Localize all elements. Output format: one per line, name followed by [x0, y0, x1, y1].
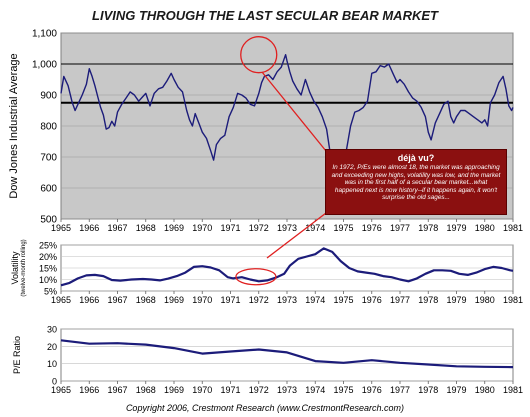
pe-series-line: [60, 339, 514, 369]
dow-x-tick-label: 1976: [362, 223, 382, 233]
dow-x-tick-label: 1981: [503, 223, 523, 233]
dow-x-tick-label: 1965: [51, 223, 71, 233]
volatility-x-tick-label: 1975: [333, 295, 353, 305]
pe-x-tick-label: 1970: [192, 385, 212, 395]
dow-y-tick-label: 1,000: [32, 60, 57, 71]
dow-y-tick-label: 800: [40, 122, 57, 133]
dow-x-tick-label: 1968: [136, 223, 156, 233]
dow-x-tick-label: 1980: [475, 223, 495, 233]
volatility-y-tick-label: 10%: [39, 275, 57, 285]
volatility-x-tick-label: 1978: [418, 295, 438, 305]
dow-x-tick-label: 1977: [390, 223, 410, 233]
dow-y-tick-label: 900: [40, 91, 57, 102]
volatility-y-tick-label: 15%: [39, 264, 57, 274]
volatility-highlight-circle: [235, 268, 277, 286]
dow-x-tick-label: 1978: [418, 223, 438, 233]
pe-x-tick-label: 1965: [51, 385, 71, 395]
volatility-x-tick-label: 1968: [136, 295, 156, 305]
volatility-x-tick-label: 1972: [249, 295, 269, 305]
volatility-x-tick-label: 1981: [503, 295, 523, 305]
volatility-x-tick-label: 1966: [79, 295, 99, 305]
deja-vu-callout: déjà vu? In 1972, P/Es were almost 18, t…: [325, 149, 507, 215]
pe-x-tick-label: 1976: [362, 385, 382, 395]
dow-highlight-circle: [240, 36, 278, 74]
volatility-y-tick-label: 5%: [44, 287, 57, 297]
dow-y-tick-label: 1,100: [32, 29, 57, 40]
pe-x-tick-label: 1981: [503, 385, 523, 395]
pe-x-tick-label: 1972: [249, 385, 269, 395]
pe-x-tick-label: 1975: [333, 385, 353, 395]
volatility-x-tick-label: 1974: [305, 295, 325, 305]
volatility-y-axis-sublabel: (twelve-month rolling): [21, 239, 27, 296]
pe-x-tick-label: 1973: [277, 385, 297, 395]
volatility-x-tick-label: 1967: [107, 295, 127, 305]
volatility-x-tick-label: 1979: [446, 295, 466, 305]
pe-x-tick-label: 1974: [305, 385, 325, 395]
copyright-text: Copyright 2006, Crestmont Research (www.…: [126, 403, 404, 413]
dow-x-tick-label: 1973: [277, 223, 297, 233]
dow-y-tick-label: 700: [40, 153, 57, 164]
pe-y-tick-label: 10: [47, 359, 57, 369]
volatility-y-axis-label: Volatility: [10, 251, 20, 285]
dow-x-tick-label: 1966: [79, 223, 99, 233]
pe-x-tick-label: 1978: [418, 385, 438, 395]
volatility-x-tick-label: 1977: [390, 295, 410, 305]
volatility-x-tick-label: 1965: [51, 295, 71, 305]
dow-x-tick-label: 1971: [220, 223, 240, 233]
callout-body: In 1972, P/Es were almost 18, the market…: [331, 164, 501, 202]
pe-x-tick-label: 1979: [446, 385, 466, 395]
pe-y-axis-label: P/E Ratio: [12, 336, 22, 374]
volatility-y-tick-label: 20%: [39, 252, 57, 262]
callout-arrow-top: [261, 71, 327, 152]
dow-x-tick-label: 1969: [164, 223, 184, 233]
pe-x-tick-label: 1966: [79, 385, 99, 395]
volatility-y-tick-label: 25%: [39, 241, 57, 251]
dow-x-tick-label: 1979: [446, 223, 466, 233]
dow-series-line: [60, 54, 514, 186]
volatility-x-tick-label: 1970: [192, 295, 212, 305]
pe-x-tick-label: 1967: [107, 385, 127, 395]
callout-arrow-bottom: [266, 212, 327, 259]
pe-x-tick-label: 1971: [220, 385, 240, 395]
callout-heading: déjà vu?: [397, 153, 435, 163]
dow-y-axis-label: Dow Jones Industrial Average: [8, 53, 20, 198]
volatility-x-tick-label: 1973: [277, 295, 297, 305]
volatility-x-tick-label: 1980: [475, 295, 495, 305]
dow-x-tick-label: 1974: [305, 223, 325, 233]
volatility-x-tick-label: 1976: [362, 295, 382, 305]
chart-title: LIVING THROUGH THE LAST SECULAR BEAR MAR…: [92, 8, 439, 23]
volatility-x-tick-label: 1971: [220, 295, 240, 305]
volatility-x-tick-label: 1969: [164, 295, 184, 305]
pe-y-tick-label: 20: [47, 342, 57, 352]
volatility-series-line: [60, 247, 514, 287]
pe-x-tick-label: 1980: [475, 385, 495, 395]
dow-x-tick-label: 1970: [192, 223, 212, 233]
pe-plot-area: [60, 328, 514, 382]
dow-x-tick-label: 1972: [249, 223, 269, 233]
pe-x-tick-label: 1969: [164, 385, 184, 395]
pe-x-tick-label: 1977: [390, 385, 410, 395]
dow-y-tick-label: 500: [40, 215, 57, 226]
pe-y-tick-label: 30: [47, 325, 57, 335]
dow-x-tick-label: 1975: [333, 223, 353, 233]
dow-y-tick-label: 600: [40, 184, 57, 195]
dow-x-tick-label: 1967: [107, 223, 127, 233]
pe-x-tick-label: 1968: [136, 385, 156, 395]
pe-y-tick-label: 0: [52, 377, 57, 387]
